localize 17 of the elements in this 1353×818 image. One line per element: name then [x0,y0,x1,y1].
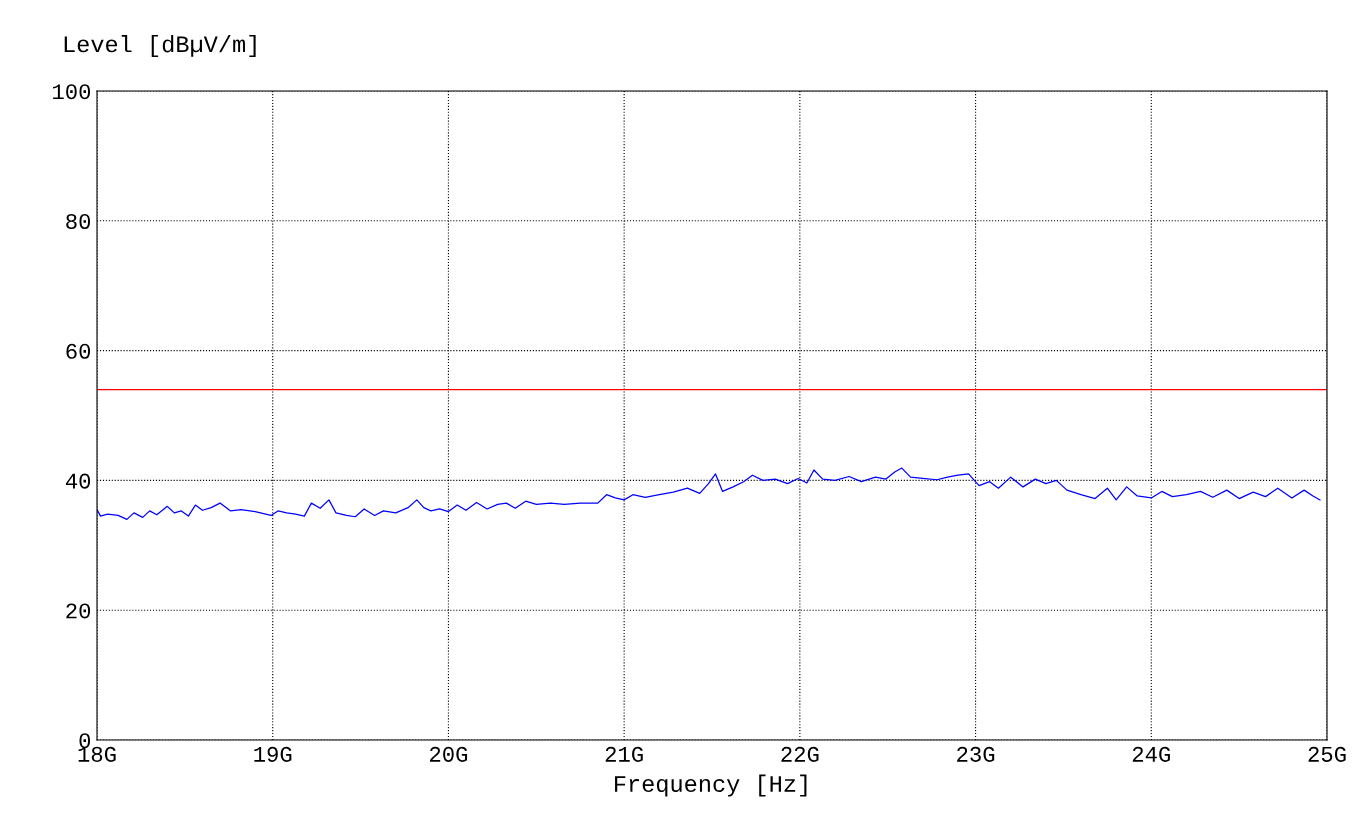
x-tick-label: 24G [1132,746,1170,762]
line-series [97,467,1321,520]
x-tick-label: 18G [78,746,116,762]
y-tick-label: 0 [79,733,91,749]
x-axis-title: Frequency [Hz] [615,774,807,797]
y-tick-label: 80 [66,213,91,230]
y-tick-label: 40 [65,473,91,489]
y-axis-title: Level [dBµV/m] [64,35,256,57]
y-tick-label: 100 [53,84,91,100]
x-tick-label: 23G [957,746,995,762]
x-tick-label: 22G [781,746,819,762]
x-tick-label: 19G [254,746,292,762]
y-tick-label: 20 [66,603,91,619]
y-tick-label: 60 [66,343,91,359]
x-tick-label: 25G [1308,746,1346,762]
x-tick-label: 20G [429,746,468,762]
x-tick-label: 21G [605,746,643,762]
